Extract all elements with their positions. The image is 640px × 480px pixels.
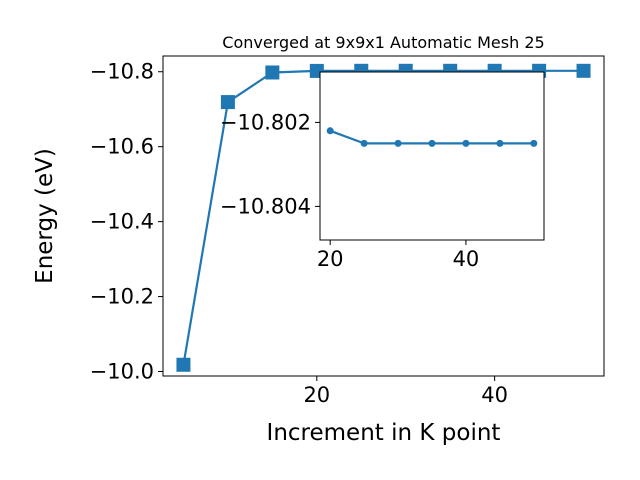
inset-series: [326, 127, 538, 147]
main-x-tick-label: 40: [481, 383, 508, 407]
main-y-tick-label: −10.4: [90, 210, 154, 234]
chart-title: Converged at 9x9x1 Automatic Mesh 25: [222, 33, 544, 52]
inset-background: [320, 72, 544, 240]
main-data-point: [576, 63, 591, 78]
inset-plot: −10.802−10.804 20 40: [220, 71, 545, 271]
inset-data-point: [462, 139, 470, 147]
main-y-tick-label: −10.0: [90, 360, 154, 384]
main-plot: −10.0−10.2−10.4−10.6−10.8 20 40 Converged…: [32, 33, 605, 446]
inset-y-tick-label: −10.802: [220, 110, 311, 134]
inset-y-tick-label: −10.804: [220, 194, 311, 218]
main-data-point: [265, 65, 280, 80]
inset-axes-frame: [319, 71, 545, 241]
main-axes-frame: [162, 55, 605, 377]
main-y-tick-label: −10.6: [90, 135, 154, 159]
inset-data-point: [530, 139, 538, 147]
main-y-tick-label: −10.8: [90, 60, 154, 84]
inset-data-point: [496, 139, 504, 147]
inset-data-point: [428, 139, 436, 147]
inset-x-ticks: 20 40: [317, 240, 479, 271]
main-data-point: [176, 357, 191, 372]
y-axis-label: Energy (eV): [32, 148, 58, 284]
main-x-tick-label: 20: [303, 383, 330, 407]
main-x-ticks: 20 40: [303, 376, 508, 407]
inset-x-tick-label: 40: [453, 247, 480, 271]
inset-x-tick-label: 20: [317, 247, 344, 271]
x-axis-label: Increment in K point: [267, 420, 501, 446]
inset-data-point: [360, 139, 368, 147]
inset-data-point: [394, 139, 402, 147]
main-y-tick-label: −10.2: [90, 285, 154, 309]
main-series-line: [182, 69, 584, 365]
main-data-point: [220, 95, 235, 110]
main-y-ticks: −10.0 −10.2 −10.4 −10.6 −10.8: [90, 60, 163, 384]
inset-y-ticks: −10.802 −10.804: [220, 110, 320, 218]
inset-data-point: [326, 127, 334, 135]
